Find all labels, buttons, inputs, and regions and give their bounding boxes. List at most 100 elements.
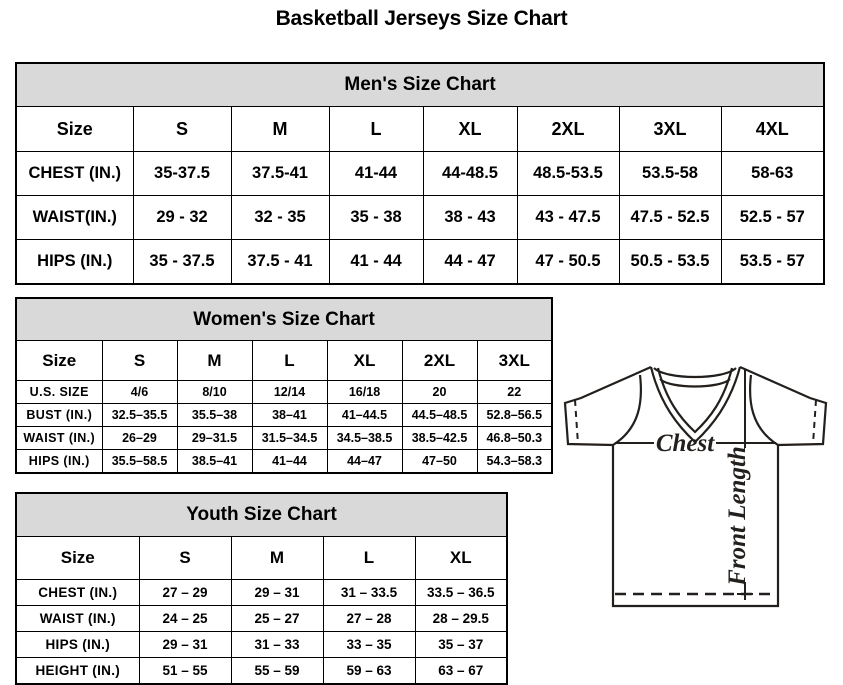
mens-hips-2xl: 47 - 50.5 [516, 239, 620, 285]
womens-bust-xl: 41–44.5 [326, 403, 403, 427]
chest-measurement-label: Chest [656, 430, 715, 457]
youth-waist-m: 25 – 27 [230, 605, 324, 632]
mens-hips-l: 41 - 44 [328, 239, 424, 285]
table-row: HIPS (IN.) 35 - 37.5 37.5 - 41 41 - 44 4… [15, 239, 825, 285]
jersey-collar-middle [656, 367, 734, 434]
table-row: CHEST (IN.) 27 – 29 29 – 31 31 – 33.5 33… [15, 579, 508, 606]
mens-hips-s: 35 - 37.5 [132, 239, 232, 285]
table-row: WAIST (IN.) 26–29 29–31.5 31.5–34.5 34.5… [15, 426, 553, 450]
table-row: WAIST(IN.) 29 - 32 32 - 35 35 - 38 38 - … [15, 195, 825, 240]
youth-row-label-chest: CHEST (IN.) [15, 579, 140, 606]
mens-header-4xl: 4XL [720, 106, 825, 152]
table-row: BUST (IN.) 32.5–35.5 35.5–38 38–41 41–44… [15, 403, 553, 427]
mens-header-m: M [230, 106, 330, 152]
table-row: CHEST (IN.) 35-37.5 37.5-41 41-44 44-48.… [15, 151, 825, 196]
front-length-measurement-label: Front Length [724, 446, 751, 587]
mens-chest-s: 35-37.5 [132, 151, 232, 196]
youth-chest-l: 31 – 33.5 [322, 579, 416, 606]
table-row: HIPS (IN.) 35.5–58.5 38.5–41 41–44 44–47… [15, 449, 553, 474]
mens-row-label-hips: HIPS (IN.) [15, 239, 134, 285]
womens-header-l: L [251, 340, 328, 381]
youth-size-chart: Youth Size Chart Size S M L XL CHEST (IN… [15, 492, 509, 685]
womens-row-label-waist: WAIST (IN.) [15, 426, 103, 450]
jersey-torso-outline [611, 445, 780, 608]
youth-header-row: Size S M L XL [15, 536, 508, 580]
womens-waist-s: 26–29 [101, 426, 178, 450]
womens-hips-xl: 44–47 [326, 449, 403, 474]
womens-ussize-s: 4/6 [101, 380, 178, 404]
mens-waist-xl: 38 - 43 [422, 195, 518, 240]
mens-header-row: Size S M L XL 2XL 3XL 4XL [15, 106, 825, 152]
youth-header-xl: XL [414, 536, 508, 580]
mens-row-label-waist: WAIST(IN.) [15, 195, 134, 240]
mens-row-label-chest: CHEST (IN.) [15, 151, 134, 196]
womens-header-s: S [101, 340, 178, 381]
youth-height-xl: 63 – 67 [414, 657, 508, 685]
womens-bust-s: 32.5–35.5 [101, 403, 178, 427]
mens-hips-3xl: 50.5 - 53.5 [618, 239, 722, 285]
womens-banner-row: Women's Size Chart [15, 297, 553, 341]
womens-header-m: M [176, 340, 253, 381]
table-row: HIPS (IN.) 29 – 31 31 – 33 33 – 35 35 – … [15, 631, 508, 658]
womens-header-3xl: 3XL [476, 340, 553, 381]
youth-header-s: S [138, 536, 232, 580]
jersey-collar-outer [649, 366, 742, 444]
mens-chest-4xl: 58-63 [720, 151, 825, 196]
womens-row-label-hips: HIPS (IN.) [15, 449, 103, 474]
womens-ussize-l: 12/14 [251, 380, 328, 404]
womens-waist-3xl: 46.8–50.3 [476, 426, 553, 450]
womens-bust-2xl: 44.5–48.5 [401, 403, 478, 427]
womens-header-row: Size S M L XL 2XL 3XL [15, 340, 553, 381]
mens-size-chart: Men's Size Chart Size S M L XL 2XL 3XL 4… [15, 62, 826, 285]
mens-waist-3xl: 47.5 - 52.5 [618, 195, 722, 240]
mens-hips-4xl: 53.5 - 57 [720, 239, 825, 285]
womens-hips-3xl: 54.3–58.3 [476, 449, 553, 474]
youth-height-s: 51 – 55 [138, 657, 232, 685]
mens-chest-3xl: 53.5-58 [618, 151, 722, 196]
youth-waist-xl: 28 – 29.5 [414, 605, 508, 632]
mens-chest-l: 41-44 [328, 151, 424, 196]
jersey-left-sleeve [563, 365, 652, 447]
womens-hips-l: 41–44 [251, 449, 328, 474]
mens-header-l: L [328, 106, 424, 152]
womens-ussize-xl: 16/18 [326, 380, 403, 404]
mens-banner: Men's Size Chart [15, 62, 825, 107]
youth-hips-s: 29 – 31 [138, 631, 232, 658]
mens-header-3xl: 3XL [618, 106, 722, 152]
youth-header-l: L [322, 536, 416, 580]
jersey-right-cuff-seam [812, 399, 817, 445]
jersey-collar-band-inner [659, 378, 731, 388]
mens-hips-xl: 44 - 47 [422, 239, 518, 285]
youth-banner-row: Youth Size Chart [15, 492, 508, 537]
youth-height-l: 59 – 63 [322, 657, 416, 685]
womens-waist-l: 31.5–34.5 [251, 426, 328, 450]
jersey-right-sleeve [739, 365, 828, 447]
mens-chest-xl: 44-48.5 [422, 151, 518, 196]
youth-header-size: Size [15, 536, 140, 580]
womens-banner: Women's Size Chart [15, 297, 553, 341]
youth-chest-m: 29 – 31 [230, 579, 324, 606]
mens-waist-2xl: 43 - 47.5 [516, 195, 620, 240]
mens-chest-2xl: 48.5-53.5 [516, 151, 620, 196]
jersey-left-cuff-seam [574, 399, 579, 445]
jersey-right-armhole [748, 374, 779, 446]
youth-header-m: M [230, 536, 324, 580]
mens-header-size: Size [15, 106, 134, 152]
youth-hips-xl: 35 – 37 [414, 631, 508, 658]
mens-waist-m: 32 - 35 [230, 195, 330, 240]
jersey-collar-band [653, 367, 737, 379]
womens-bust-l: 38–41 [251, 403, 328, 427]
mens-header-2xl: 2XL [516, 106, 620, 152]
womens-row-label-us-size: U.S. SIZE [15, 380, 103, 404]
youth-chest-xl: 33.5 – 36.5 [414, 579, 508, 606]
jersey-diagram: Chest Front Length [548, 356, 843, 656]
youth-row-label-height: HEIGHT (IN.) [15, 657, 140, 685]
womens-ussize-m: 8/10 [176, 380, 253, 404]
womens-bust-m: 35.5–38 [176, 403, 253, 427]
table-row: WAIST (IN.) 24 – 25 25 – 27 27 – 28 28 –… [15, 605, 508, 632]
womens-hips-2xl: 47–50 [401, 449, 478, 474]
womens-waist-2xl: 38.5–42.5 [401, 426, 478, 450]
table-row: U.S. SIZE 4/6 8/10 12/14 16/18 20 22 [15, 380, 553, 404]
youth-row-label-waist: WAIST (IN.) [15, 605, 140, 632]
mens-hips-m: 37.5 - 41 [230, 239, 330, 285]
